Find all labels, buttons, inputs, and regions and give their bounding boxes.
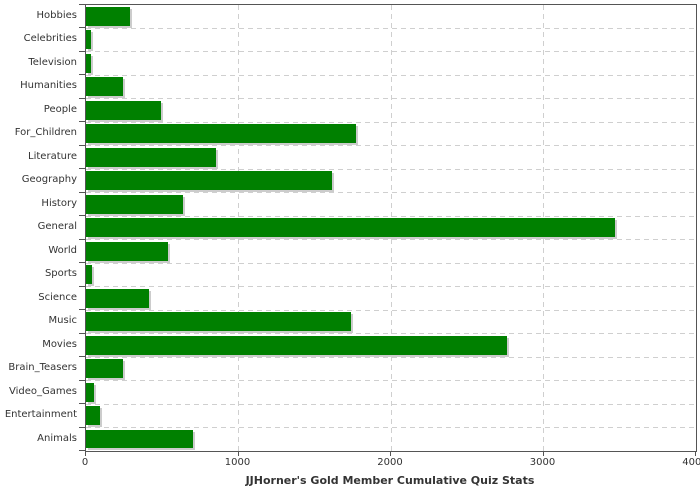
y-axis-tick <box>79 168 85 170</box>
bar-entertainment <box>86 406 101 426</box>
bar-television <box>86 53 91 73</box>
horizontal-gridline <box>86 74 696 76</box>
y-axis-tick <box>79 379 85 381</box>
y-axis-tick <box>79 50 85 52</box>
category-label: Sports <box>44 268 77 280</box>
bar-geography <box>86 171 333 191</box>
horizontal-gridline <box>86 145 696 147</box>
horizontal-gridline <box>86 403 696 405</box>
bar-for_children <box>86 124 356 144</box>
y-axis-tick <box>79 450 85 451</box>
bar-movies <box>86 335 507 355</box>
category-label: History <box>41 197 77 209</box>
horizontal-gridline <box>86 98 696 100</box>
y-axis-tick <box>79 238 85 240</box>
horizontal-gridline <box>86 168 696 170</box>
y-axis-tick <box>79 144 85 146</box>
horizontal-gridline <box>86 309 696 311</box>
y-axis-tick <box>79 121 85 123</box>
chart-title: JJHorner's Gold Member Cumulative Quiz S… <box>245 474 535 487</box>
y-axis-tick <box>79 262 85 264</box>
bar-hobbies <box>86 7 131 26</box>
bar-celebrities <box>86 30 91 50</box>
horizontal-gridline <box>86 192 696 194</box>
category-label: People <box>43 103 77 115</box>
x-axis-tick-label: 3000 <box>529 457 556 468</box>
category-label: Movies <box>42 338 77 350</box>
category-label: Hobbies <box>36 10 77 21</box>
y-axis-tick <box>79 27 85 29</box>
category-label: Geography <box>21 174 77 186</box>
bar-history <box>86 194 183 214</box>
y-axis-tick <box>79 356 85 358</box>
horizontal-gridline <box>86 51 696 53</box>
bar-science <box>86 288 149 308</box>
category-label: General <box>37 221 77 233</box>
horizontal-gridline <box>86 239 696 241</box>
x-axis-tick <box>237 451 239 456</box>
y-axis-tick <box>79 97 85 99</box>
category-label: Literature <box>28 150 77 162</box>
horizontal-gridline <box>86 27 696 29</box>
y-axis-tick <box>79 215 85 217</box>
horizontal-gridline <box>86 121 696 123</box>
horizontal-gridline <box>86 333 696 335</box>
y-axis-tick <box>79 403 85 405</box>
category-label: Humanities <box>20 80 77 92</box>
category-label: Television <box>28 56 77 68</box>
plot-area <box>85 4 697 452</box>
x-axis-tick-label: 4000 <box>682 457 700 468</box>
x-axis-tick <box>85 451 86 456</box>
bar-music <box>86 312 351 332</box>
category-label: Brain_Teasers <box>8 362 77 374</box>
x-axis-tick-label: 0 <box>81 457 89 468</box>
category-label: Video_Games <box>9 385 77 397</box>
horizontal-gridline <box>86 286 696 288</box>
bar-literature <box>86 147 217 167</box>
category-label: Celebrities <box>23 33 77 45</box>
category-label: For_Children <box>14 127 77 139</box>
bar-video_games <box>86 382 94 402</box>
category-label: Entertainment <box>4 409 77 421</box>
x-axis-tick <box>695 451 696 456</box>
x-axis-tick <box>542 451 544 456</box>
horizontal-gridline <box>86 427 696 429</box>
horizontal-gridline <box>86 356 696 358</box>
x-axis-tick-label: 1000 <box>224 457 251 468</box>
bar-sports <box>86 265 93 285</box>
x-axis-tick <box>390 451 391 456</box>
category-label: Science <box>38 291 77 303</box>
y-axis-tick <box>79 332 85 334</box>
category-label: Music <box>48 315 77 327</box>
y-axis-tick <box>79 309 85 311</box>
y-axis-tick <box>79 191 85 193</box>
bar-people <box>86 100 161 120</box>
bar-general <box>86 218 616 238</box>
category-label: World <box>48 244 77 256</box>
bar-animals <box>86 429 193 449</box>
y-axis-tick <box>79 285 85 287</box>
y-axis-tick <box>79 426 85 428</box>
horizontal-gridline <box>86 215 696 217</box>
horizontal-gridline <box>86 380 696 382</box>
category-label: Animals <box>37 432 77 444</box>
bar-brain_teasers <box>86 359 124 379</box>
y-axis-tick <box>79 4 85 5</box>
horizontal-gridline <box>86 262 696 264</box>
bar-world <box>86 241 168 261</box>
y-axis-tick <box>79 74 85 76</box>
bar-humanities <box>86 77 123 97</box>
x-axis-tick-label: 2000 <box>377 457 403 468</box>
